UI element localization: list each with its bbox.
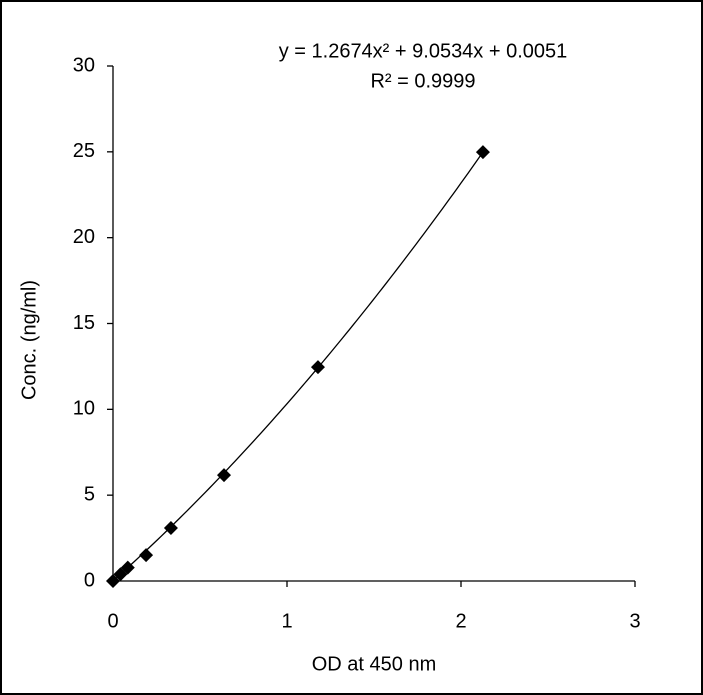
y-tick-label: 10 (73, 398, 95, 420)
y-tick-label: 5 (84, 483, 95, 505)
marker (106, 574, 120, 588)
marker (217, 468, 232, 483)
y-axis-title: Conc. (ng/ml) (18, 280, 40, 400)
trendline (112, 151, 484, 582)
y-tick-label: 0 (84, 569, 95, 591)
x-tick-label: 2 (455, 610, 466, 632)
y-tick-label: 30 (73, 54, 95, 76)
x-axis-title: OD at 450 nm (312, 653, 437, 675)
y-tick-label: 15 (73, 312, 95, 334)
x-tick-label: 1 (281, 610, 292, 632)
x-tick-label: 3 (629, 610, 640, 632)
marker (310, 360, 325, 375)
r-squared: R² = 0.9999 (370, 70, 475, 92)
marker (475, 145, 490, 160)
x-tick-label: 0 (107, 610, 118, 632)
marker (120, 560, 135, 575)
marker (139, 548, 154, 563)
y-tick-label: 25 (73, 140, 95, 162)
marker (113, 567, 128, 582)
marker (163, 520, 178, 535)
y-tick-label: 20 (73, 226, 95, 248)
trend-equation: y = 1.2674x² + 9.0534x + 0.0051 (279, 40, 568, 62)
